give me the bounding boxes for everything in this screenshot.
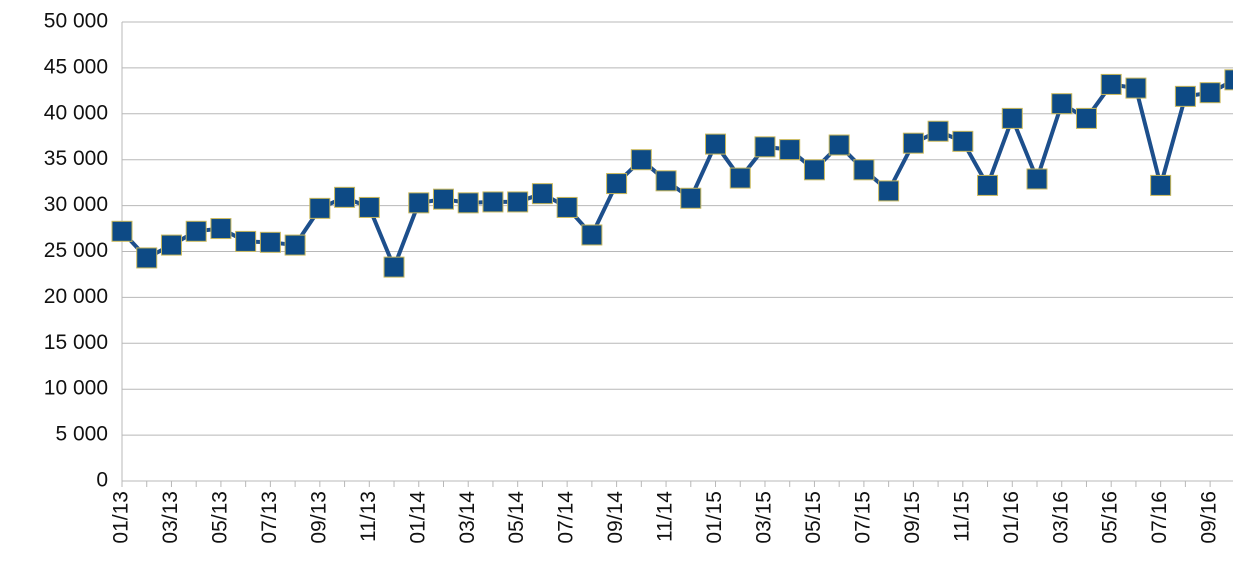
- marker: [1075, 107, 1097, 129]
- x-tick-label: 09/16: [1198, 491, 1221, 544]
- x-tick-label: 03/14: [456, 491, 479, 544]
- x-tick-label: 07/16: [1148, 491, 1171, 544]
- y-tick-label: 40 000: [44, 101, 108, 124]
- marker: [1199, 82, 1221, 104]
- x-tick-label: 05/16: [1099, 491, 1122, 544]
- series-line: [120, 78, 1233, 270]
- marker: [383, 256, 405, 278]
- x-tick-label: 05/13: [208, 491, 231, 544]
- x-tick-label: 01/13: [110, 491, 133, 544]
- marker: [334, 186, 356, 208]
- x-tick-label: 07/15: [851, 491, 874, 544]
- marker: [729, 167, 751, 189]
- marker: [482, 191, 504, 213]
- marker: [1224, 69, 1233, 91]
- marker: [1001, 107, 1023, 129]
- marker: [408, 192, 430, 214]
- y-tick-label: 0: [96, 469, 108, 492]
- marker: [828, 134, 850, 156]
- x-tick-label: 01/16: [1000, 491, 1023, 544]
- x-tick-label: 03/13: [159, 491, 182, 544]
- x-tick-label: 09/13: [307, 491, 330, 544]
- y-tick-label: 30 000: [44, 193, 108, 216]
- marker: [1174, 85, 1196, 107]
- marker: [160, 234, 182, 256]
- y-tick-label: 15 000: [44, 331, 108, 354]
- x-tick-label: 11/13: [357, 491, 380, 542]
- marker: [680, 187, 702, 209]
- x-tick-label: 11/15: [950, 491, 973, 542]
- x-tick-label: 05/15: [802, 491, 825, 544]
- marker: [803, 159, 825, 181]
- marker: [185, 220, 207, 242]
- marker: [309, 197, 331, 219]
- marker: [655, 170, 677, 192]
- x-tick-label: 01/14: [406, 491, 429, 544]
- x-tick-label: 05/14: [505, 491, 528, 544]
- x-tick-label: 09/14: [604, 491, 627, 544]
- marker: [754, 136, 776, 158]
- marker: [902, 132, 924, 154]
- marker: [111, 220, 133, 242]
- marker: [1026, 168, 1048, 190]
- y-tick-label: 25 000: [44, 239, 108, 262]
- marker: [507, 191, 529, 213]
- marker: [235, 230, 257, 252]
- marker: [779, 139, 801, 161]
- marker: [432, 188, 454, 210]
- marker: [606, 173, 628, 195]
- marker: [853, 159, 875, 181]
- marker: [136, 247, 158, 269]
- x-tick-label: 09/15: [901, 491, 924, 544]
- marker: [878, 180, 900, 202]
- marker: [259, 231, 281, 253]
- marker: [531, 183, 553, 205]
- marker: [1051, 93, 1073, 115]
- marker: [630, 149, 652, 171]
- marker: [1100, 73, 1122, 95]
- marker: [705, 133, 727, 155]
- y-tick-label: 20 000: [44, 285, 108, 308]
- marker: [457, 192, 479, 214]
- y-tick-label: 45 000: [44, 55, 108, 78]
- x-tick-label: 03/16: [1049, 491, 1072, 544]
- marker: [1125, 77, 1147, 99]
- marker: [358, 196, 380, 218]
- marker: [556, 196, 578, 218]
- y-tick-label: 35 000: [44, 147, 108, 170]
- x-tick-label: 03/15: [753, 491, 776, 544]
- marker: [952, 130, 974, 152]
- y-tick-label: 5 000: [55, 423, 108, 446]
- marker: [284, 234, 306, 256]
- marker: [581, 224, 603, 246]
- y-tick-label: 50 000: [44, 10, 108, 33]
- x-tick-label: 07/13: [258, 491, 281, 544]
- x-tick-label: 07/14: [555, 491, 578, 544]
- marker: [1150, 174, 1172, 196]
- y-tick-label: 10 000: [44, 377, 108, 400]
- x-tick-label: 01/15: [703, 491, 726, 544]
- marker: [210, 218, 232, 240]
- x-tick-label: 11/14: [654, 491, 677, 542]
- marker: [927, 120, 949, 142]
- marker: [977, 174, 999, 196]
